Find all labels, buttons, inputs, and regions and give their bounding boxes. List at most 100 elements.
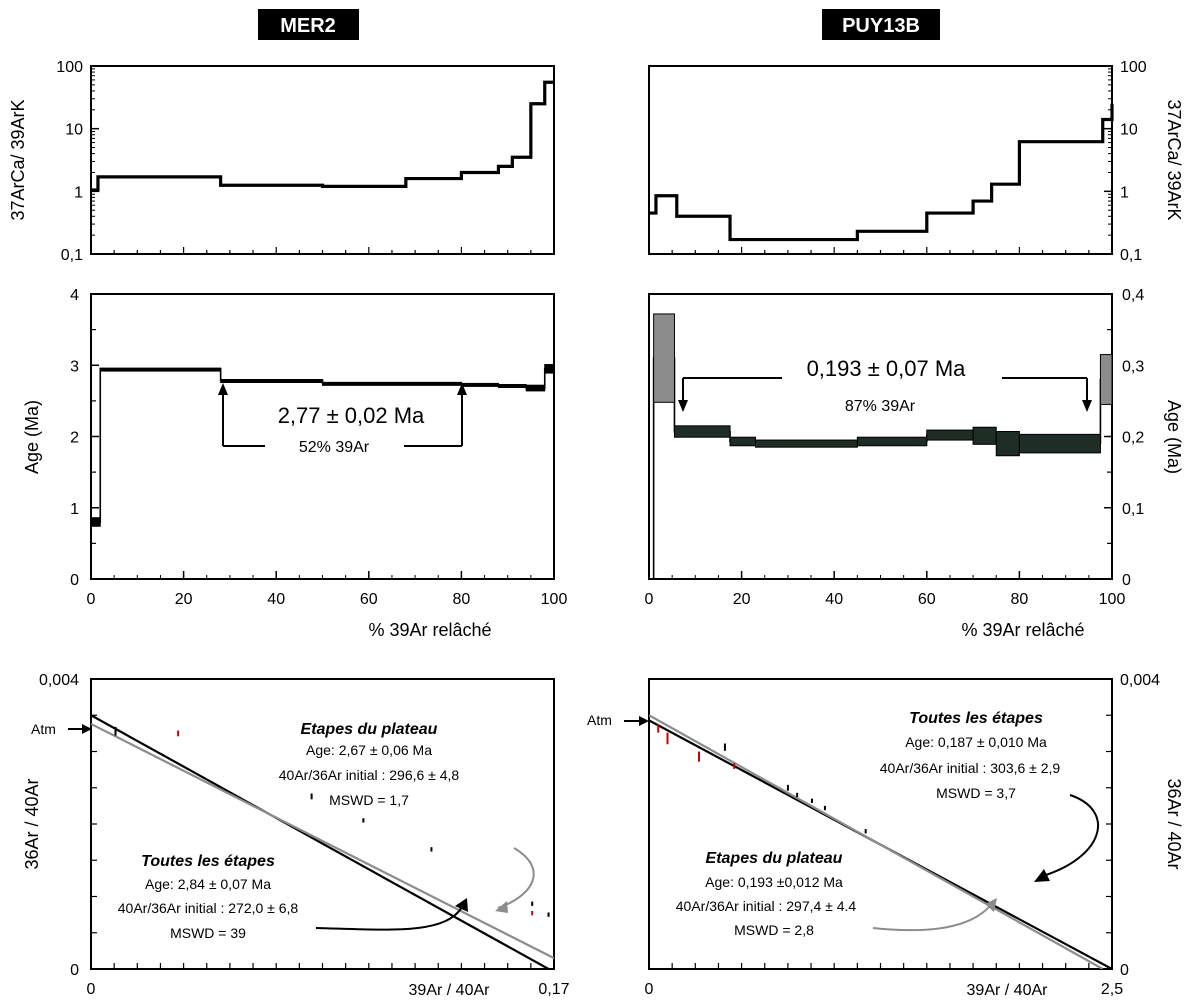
mer2_age-xtick-label: 0 bbox=[87, 591, 96, 608]
puy13b-iso-plateau-mswd: MSWD = 2,8 bbox=[734, 922, 814, 938]
mer2-iso-all-title: Toutes les étapes bbox=[141, 853, 275, 870]
mer2_age-ytick-label: 0 bbox=[70, 572, 79, 589]
puy13b-iso-plateau-title: Etapes du plateau bbox=[706, 850, 843, 867]
puy13b_iso-xtick-label: 0 bbox=[645, 981, 654, 998]
mer2_iso-regression-line bbox=[91, 714, 550, 969]
mer2_age-ytick-label: 2 bbox=[70, 430, 79, 447]
puy13b_age-step-bar bbox=[856, 436, 928, 447]
puy13b-bracket-arrowhead-right bbox=[1082, 400, 1092, 412]
atm-arrow-left-head bbox=[82, 724, 92, 734]
mer2-iso-plateau-title: Etapes du plateau bbox=[301, 721, 438, 738]
mer2-age-frame bbox=[90, 293, 555, 580]
puy13b-iso-plateau-block: Etapes du plateau Age: 0,193 ±0,012 Ma 4… bbox=[676, 850, 857, 938]
mer2-bracket-arrowhead-right bbox=[457, 383, 467, 395]
mer2_iso-xtick-label: 0 bbox=[87, 981, 96, 998]
mer2_ratio-ytick-label: 0,1 bbox=[61, 247, 83, 264]
puy13b_iso-ytick-label: 0 bbox=[1120, 962, 1129, 979]
puy13b_age-ytick-label: 0,1 bbox=[1122, 501, 1144, 518]
puy13b-iso-all-block: Toutes les étapes Age: 0,187 ± 0,010 Ma … bbox=[880, 710, 1061, 801]
puy13b_age-xtick-label: 60 bbox=[918, 591, 936, 608]
mer2_age-step-bar bbox=[322, 381, 462, 386]
mer2-plateau-pointer bbox=[497, 847, 535, 909]
puy13b_iso-regression-line bbox=[649, 714, 1104, 969]
mer2-all-pointer-head bbox=[455, 898, 468, 912]
atm-label-right: Atm bbox=[587, 712, 612, 728]
mer2_age-step-bar bbox=[99, 367, 222, 372]
mer2_age-step-bar bbox=[460, 382, 499, 387]
puy13b-plateau-pointer-head bbox=[985, 898, 997, 912]
mer2_age-xtick-label: 100 bbox=[541, 591, 568, 608]
puy13b_age-xtick-label: 100 bbox=[1099, 591, 1126, 608]
puy13b-age-chart: 0 0,1 0,2 0,3 0,4 0 20 40 60 80 100 bbox=[645, 287, 1145, 608]
puy13b_ratio-ytick-label: 1 bbox=[1120, 184, 1129, 201]
mer2_age-step-bar bbox=[220, 379, 323, 383]
mer2-bracket-arrowhead-left bbox=[218, 383, 228, 395]
puy13b-iso-all-title: Toutes les étapes bbox=[909, 710, 1043, 727]
mer2_age-xtick-label: 60 bbox=[360, 591, 378, 608]
iso-x-label-right: 39Ar / 40Ar bbox=[967, 982, 1049, 999]
mer2_age-step-bar bbox=[90, 517, 101, 527]
release-x-label-left: % 39Ar relâché bbox=[368, 620, 491, 640]
puy13b_age-xtick-label: 40 bbox=[825, 591, 843, 608]
puy13b_ratio-series-line bbox=[649, 103, 1114, 242]
ratio-y-label-right: 37ArCa/ 39ArK bbox=[1164, 99, 1184, 220]
release-x-label-right: % 39Ar relâché bbox=[961, 620, 1084, 640]
mer2-plateau-bracket bbox=[222, 391, 463, 447]
iso-y-label-right: 36Ar / 40Ar bbox=[1164, 778, 1184, 869]
mer2-iso-all-initial: 40Ar/36Ar initial : 272,0 ± 6,8 bbox=[118, 900, 299, 916]
iso-x-label-left: 39Ar / 40Ar bbox=[409, 982, 491, 999]
mer2-iso-all-mswd: MSWD = 39 bbox=[170, 925, 246, 941]
mer2_age-ytick-label: 1 bbox=[70, 501, 79, 518]
atm-arrow-right-head bbox=[639, 716, 649, 726]
puy13b_age-step-outline bbox=[652, 357, 1112, 579]
puy13b_age-ytick-label: 0,2 bbox=[1122, 430, 1144, 447]
puy13b_ratio-ytick-label: 100 bbox=[1120, 59, 1147, 76]
puy13b-bracket-arrowhead-left bbox=[678, 400, 688, 412]
puy13b-isochron-chart: 0 2,5 0 0,004 bbox=[645, 672, 1161, 998]
atm-label-left: Atm bbox=[31, 721, 56, 737]
mer2_iso-ytick-label: 0 bbox=[70, 962, 79, 979]
mer2_ratio-series-line bbox=[91, 80, 554, 192]
age-y-label-right: Age (Ma) bbox=[1164, 400, 1184, 474]
puy13b-ratio-chart: 0,1 1 10 100 bbox=[648, 59, 1147, 264]
mer2_iso-regression-line bbox=[91, 722, 554, 960]
puy13b-plateau-bracket bbox=[682, 377, 1088, 401]
puy13b_age-step-bar bbox=[673, 425, 731, 438]
puy13b-iso-plateau-age: Age: 0,193 ±0,012 Ma bbox=[705, 874, 843, 890]
mer2_age-step-outline bbox=[90, 368, 554, 579]
puy13b_age-step-bar bbox=[926, 429, 974, 441]
mer2_ratio-ytick-label: 1 bbox=[74, 184, 83, 201]
puy13b-plateau-age: 0,193 ± 0,07 Ma bbox=[807, 356, 967, 381]
mer2_age-xtick-label: 80 bbox=[453, 591, 471, 608]
puy13b_age-xtick-label: 80 bbox=[1011, 591, 1029, 608]
puy13b_ratio-ytick-label: 10 bbox=[1120, 122, 1138, 139]
title-right-box bbox=[822, 9, 940, 40]
mer2_ratio-ytick-label: 100 bbox=[56, 59, 83, 76]
puy13b_age-step-bar bbox=[653, 313, 675, 403]
mer2_iso-xtick-label: 0,17 bbox=[538, 981, 569, 998]
mer2_ratio-ytick-label: 10 bbox=[65, 122, 83, 139]
puy13b-plateau-pointer bbox=[872, 905, 991, 932]
puy13b-iso-all-age: Age: 0,187 ± 0,010 Ma bbox=[905, 734, 1047, 750]
puy13b_age-xtick-label: 0 bbox=[645, 591, 654, 608]
puy13b_age-ytick-label: 0,3 bbox=[1122, 358, 1144, 375]
puy13b_age-xtick-label: 20 bbox=[733, 591, 751, 608]
mer2_age-step-bar bbox=[497, 383, 527, 388]
mer2_age-ytick-label: 4 bbox=[70, 287, 79, 304]
puy13b_age-step-bar bbox=[754, 439, 858, 448]
puy13b_age-step-bar bbox=[972, 426, 997, 445]
mer2-iso-plateau-mswd: MSWD = 1,7 bbox=[329, 792, 409, 808]
puy13b-ratio-frame bbox=[648, 65, 1113, 255]
ratio-y-label-left: 37ArCa/ 39ArK bbox=[8, 99, 28, 220]
puy13b-iso-all-mswd: MSWD = 3,7 bbox=[936, 785, 1016, 801]
title-left: MER2 bbox=[280, 15, 336, 37]
puy13b_age-step-bar bbox=[1099, 354, 1113, 405]
puy13b_age-step-bar bbox=[1018, 433, 1101, 454]
mer2_age-xtick-label: 40 bbox=[267, 591, 285, 608]
mer2-iso-all-block: Toutes les étapes Age: 2,84 ± 0,07 Ma 40… bbox=[118, 853, 299, 941]
puy13b-all-pointer bbox=[1045, 794, 1099, 876]
mer2_iso-plot-area bbox=[91, 714, 554, 969]
mer2-ratio-chart: 0,1 1 10 100 bbox=[56, 59, 555, 264]
puy13b-iso-plateau-initial: 40Ar/36Ar initial : 297,4 ± 4.4 bbox=[676, 898, 857, 914]
puy13b_ratio-ytick-label: 0,1 bbox=[1120, 247, 1142, 264]
